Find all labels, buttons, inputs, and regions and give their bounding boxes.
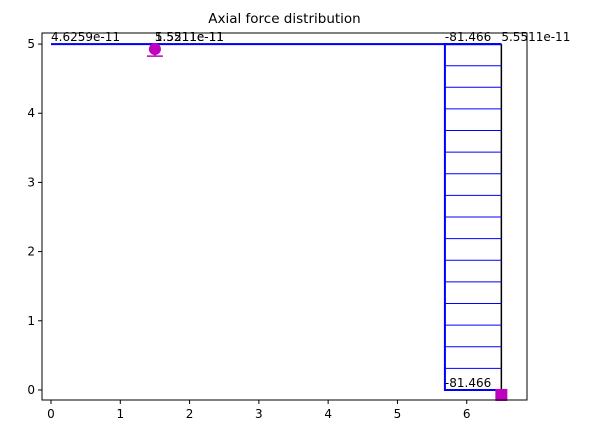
y-tick-label: 3 — [27, 175, 35, 189]
x-tick-label: 2 — [186, 407, 194, 421]
axial-diagram — [443, 43, 502, 391]
x-tick-label: 5 — [394, 407, 402, 421]
x-tick-label: 3 — [255, 407, 263, 421]
value-label: 1.5211e-11 — [155, 30, 224, 44]
y-tick-label: 0 — [27, 383, 35, 397]
value-label: -81.466 — [445, 30, 491, 44]
support — [148, 43, 161, 56]
x-tick-label: 4 — [324, 407, 332, 421]
y-tick-label: 1 — [27, 314, 35, 328]
value-label: 4.6259e-11 — [51, 30, 120, 44]
support — [495, 388, 508, 401]
value-label: 5.5511e-11 — [155, 30, 224, 44]
x-tick-label: 0 — [47, 407, 55, 421]
y-tick-label: 4 — [27, 106, 35, 120]
y-tick-label: 5 — [27, 37, 35, 51]
x-tick-label: 6 — [463, 407, 471, 421]
chart-title: Axial force distribution — [208, 11, 361, 27]
value-label: 5.5511e-11 — [501, 30, 570, 44]
x-tick-label: 1 — [116, 407, 124, 421]
value-label: -81.466 — [445, 376, 491, 390]
plot-frame — [41, 32, 528, 401]
y-tick-label: 2 — [27, 245, 35, 259]
